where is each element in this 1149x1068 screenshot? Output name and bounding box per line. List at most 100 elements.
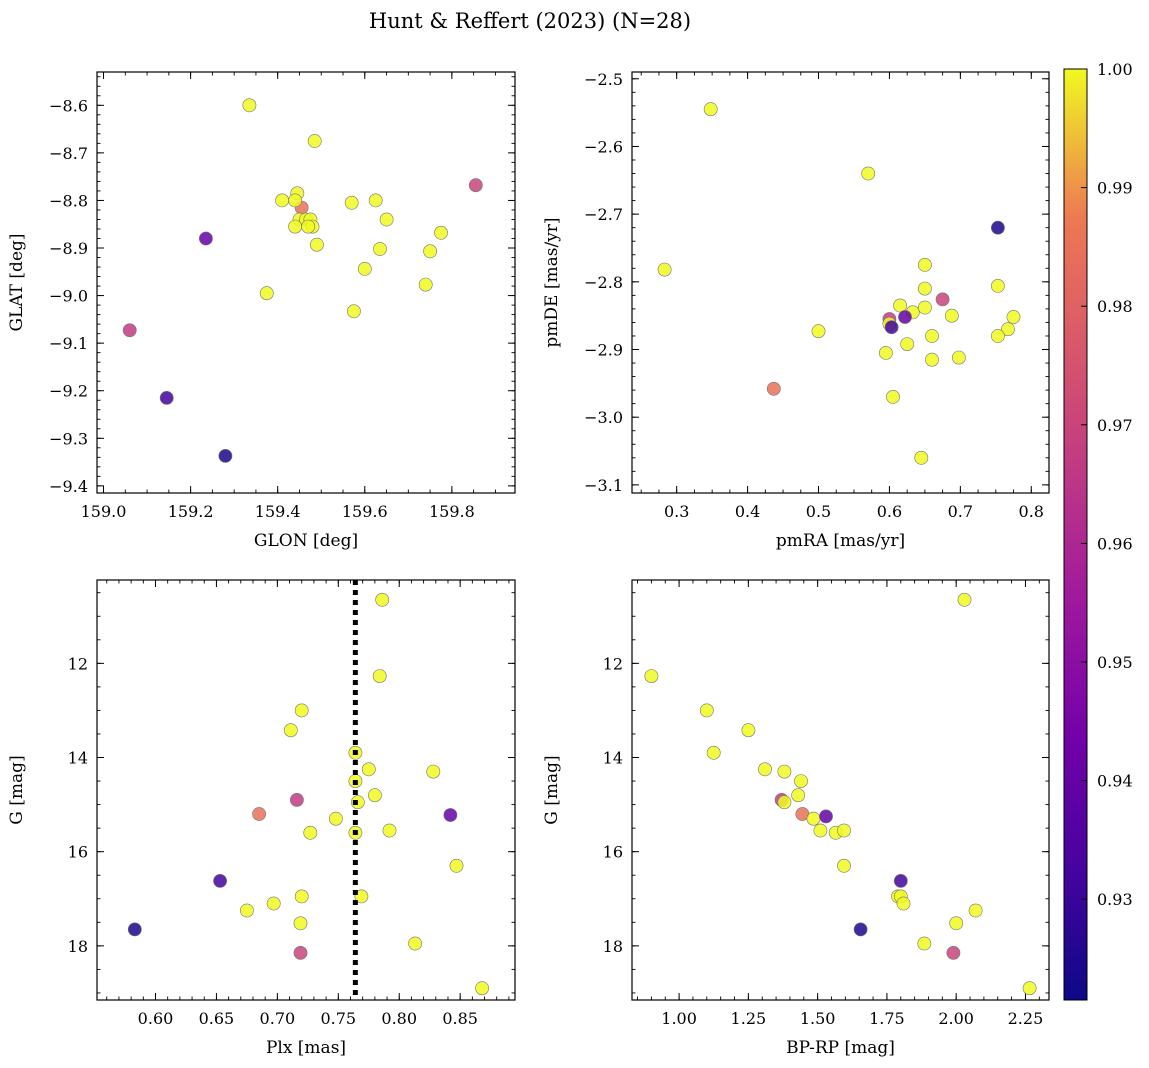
- data-point: [382, 823, 397, 838]
- y-axis-label: GLAT [deg]: [7, 233, 27, 331]
- data-point: [293, 946, 308, 960]
- data-point: [309, 237, 324, 252]
- data-point: [935, 292, 950, 307]
- minor-ticks: [97, 580, 515, 1000]
- y-tick-label: −8.7: [49, 144, 88, 163]
- data-point: [475, 981, 489, 996]
- data-point: [275, 193, 289, 208]
- y-tick-label: −9.3: [49, 429, 88, 448]
- data-point: [949, 916, 964, 931]
- y-tick-label: −2.6: [584, 137, 623, 156]
- x-tick-label: 0.7: [948, 502, 973, 521]
- x-tick-label: 159.2: [168, 502, 214, 521]
- data-point: [198, 231, 213, 246]
- data-point: [806, 811, 821, 826]
- data-point: [218, 448, 233, 463]
- data-point: [283, 723, 298, 738]
- data-point: [893, 874, 908, 888]
- y-axis-label: G [mag]: [7, 755, 27, 824]
- data-point: [794, 774, 808, 788]
- x-axis-label: BP-RP [mag]: [786, 1038, 895, 1058]
- x-tick-label: 2.25: [1008, 1009, 1044, 1028]
- x-tick-label: 159.8: [429, 502, 475, 521]
- data-point: [879, 345, 893, 360]
- data-point: [379, 212, 394, 227]
- x-tick-label: 0.4: [735, 502, 760, 521]
- x-tick-label: 0.80: [381, 1009, 417, 1028]
- y-tick-label: −9.1: [49, 334, 88, 353]
- data-point: [657, 262, 672, 277]
- data-point: [991, 278, 1005, 293]
- axes-frame: [96, 71, 516, 494]
- data-point: [408, 936, 422, 951]
- y-tick-label: −9.2: [49, 382, 88, 401]
- data-point: [886, 389, 900, 404]
- x-tick-label: 1.25: [731, 1009, 767, 1028]
- data-point: [426, 764, 441, 779]
- y-axis-label: pmDE [mas/yr]: [542, 217, 562, 347]
- x-tick-label: 159.4: [255, 502, 301, 521]
- data-point: [266, 896, 281, 911]
- y-tick-label: −9.4: [49, 477, 88, 496]
- data-point: [837, 858, 851, 873]
- data-point: [777, 764, 792, 779]
- data-point: [991, 329, 1005, 343]
- data-point: [307, 134, 322, 148]
- y-axis-label: G [mag]: [542, 755, 562, 824]
- data-point: [259, 286, 274, 301]
- x-tick-label: 1.00: [661, 1009, 697, 1028]
- data-point: [443, 808, 458, 822]
- data-point: [968, 903, 983, 918]
- data-point: [1001, 322, 1015, 337]
- y-tick-label: 12: [603, 654, 623, 673]
- data-point: [1022, 981, 1037, 996]
- data-point: [361, 762, 376, 777]
- data-point: [289, 793, 304, 807]
- data-point: [418, 277, 433, 292]
- x-tick-label: 2.00: [938, 1009, 974, 1028]
- x-tick-label: 159.0: [81, 502, 127, 521]
- data-point: [706, 745, 721, 760]
- y-tick-label: 18: [603, 937, 623, 956]
- colorbar-ticks: 0.93 0.94 0.95 0.96 0.97 0.98 0.99 1.00: [1081, 60, 1133, 909]
- data-point: [925, 352, 939, 367]
- data-point: [213, 874, 227, 888]
- y-tick-label: −3.0: [584, 408, 623, 427]
- data-point: [819, 809, 833, 824]
- x-tick-label: 0.70: [260, 1009, 296, 1028]
- data-point: [288, 219, 302, 234]
- data-point: [952, 350, 966, 365]
- x-axis-label: Plx [mas]: [266, 1038, 346, 1058]
- colorbar-tick-label: 0.95: [1097, 653, 1133, 672]
- colorbar: 0.93 0.94 0.95 0.96 0.97 0.98 0.99 1.00: [1063, 60, 1133, 1001]
- data-point: [917, 936, 932, 951]
- panel-color-magnitude: 1.00 1.25 1.50 1.75 2.00 2.25 12 14 16 18 BP-RP [m…: [542, 579, 1050, 1058]
- data-point: [703, 102, 718, 117]
- data-point: [944, 308, 959, 323]
- axes-frame: [631, 579, 1050, 1001]
- data-point: [644, 669, 659, 683]
- data-point: [368, 193, 383, 208]
- data-point: [252, 807, 266, 821]
- y-tick-label: −8.8: [49, 191, 88, 210]
- colorbar-tick-label: 0.99: [1097, 179, 1133, 198]
- panel-proper-motion: 0.3 0.4 0.5 0.6 0.7 0.8 −3.1 −3.0 −2.9 −2.8 −2.7 −2…: [542, 70, 1050, 551]
- y-tick-label: 16: [603, 843, 623, 862]
- axes-frame: [631, 71, 1050, 494]
- data-point: [791, 788, 806, 803]
- data-point: [991, 220, 1005, 235]
- data-point: [346, 304, 361, 319]
- data-point: [914, 450, 929, 465]
- x-tick-label: 0.8: [1019, 502, 1044, 521]
- y-tick-label: 14: [68, 749, 88, 768]
- data-point: [853, 922, 868, 937]
- y-tick-label: −9.0: [49, 287, 88, 306]
- data-point: [777, 795, 792, 810]
- data-point: [375, 592, 390, 607]
- data-point: [896, 896, 911, 911]
- data-point: [294, 889, 309, 904]
- axes-frame: [96, 579, 516, 1001]
- colorbar-gradient: [1063, 68, 1088, 1001]
- x-tick-label: 0.65: [199, 1009, 235, 1028]
